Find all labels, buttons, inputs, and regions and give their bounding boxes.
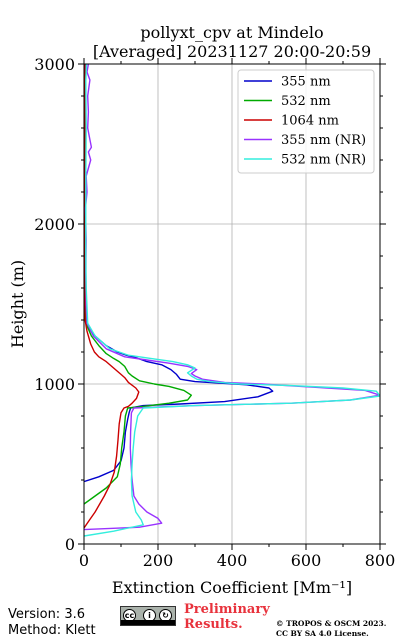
x-tick-label: 0 xyxy=(79,551,89,570)
copyright-line2: CC BY SA 4.0 License. xyxy=(276,629,369,638)
preliminary-note: Preliminary Results. xyxy=(184,602,270,632)
preliminary-line1: Preliminary xyxy=(184,602,270,617)
series-line-4 xyxy=(84,64,380,531)
legend-label: 355 nm (NR) xyxy=(281,133,366,148)
x-tick-label: 600 xyxy=(291,551,322,570)
copyright-line1: © TROPOS & OSCM 2023. xyxy=(276,619,387,628)
x-tick-label: 800 xyxy=(365,551,396,570)
x-tick-label: 200 xyxy=(143,551,174,570)
y-tick-label: 2000 xyxy=(34,215,75,234)
legend-label: 1064 nm xyxy=(281,114,339,129)
preliminary-line2: Results. xyxy=(184,617,243,632)
legend: 355 nm 532 nm 1064 nm 355 nm (NR) 532 nm (NR… xyxy=(237,69,375,174)
badge-bar xyxy=(121,620,175,625)
series-line-3 xyxy=(84,64,140,529)
series-lines xyxy=(84,64,380,537)
axis-ticks: 0 200 400 600 800 0 1000 2000 3000 xyxy=(34,55,395,570)
lidar-extinction-chart: pollyxt_cpv at Mindelo [Averaged] 202311… xyxy=(8,23,395,597)
method-text: Method: Klett xyxy=(8,623,96,638)
x-axis-label: Extinction Coefficient [Mm⁻¹] xyxy=(112,578,352,597)
series-line-2 xyxy=(84,64,192,505)
legend-entries: 355 nm 532 nm 1064 nm 355 nm (NR) 532 nm (NR… xyxy=(244,75,366,168)
y-tick-label: 1000 xyxy=(34,375,75,394)
x-tick-label: 400 xyxy=(217,551,248,570)
chart-title-line2: [Averaged] 20231127 20:00-20:59 xyxy=(93,42,371,61)
legend-label: 532 nm xyxy=(281,94,331,109)
series-line-5 xyxy=(84,64,380,537)
cc-license-badge: cc i ↻ xyxy=(120,606,176,626)
chart-title-line1: pollyxt_cpv at Mindelo xyxy=(140,23,323,42)
legend-label: 532 nm (NR) xyxy=(281,153,366,168)
y-tick-label: 0 xyxy=(65,535,75,554)
legend-box xyxy=(237,69,375,174)
version-text: Version: 3.6 xyxy=(8,607,85,622)
y-axis-label: Height (m) xyxy=(8,260,27,348)
legend-label: 355 nm xyxy=(281,75,331,90)
copyright-note: © TROPOS & OSCM 2023. CC BY SA 4.0 Licen… xyxy=(276,619,386,639)
y-tick-label: 3000 xyxy=(34,55,75,74)
footer-info: Version: 3.6 Method: Klett xyxy=(8,607,96,639)
